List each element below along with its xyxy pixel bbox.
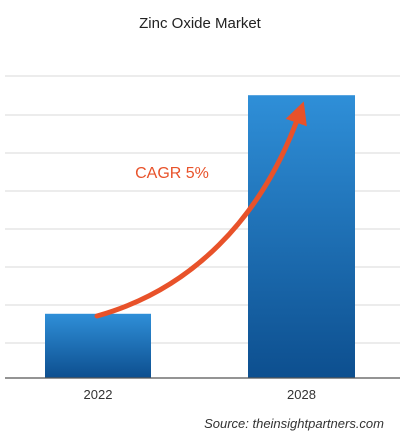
bar-2028	[248, 95, 355, 378]
x-tick-label-2028: 2028	[287, 387, 316, 402]
cagr-arrow	[94, 101, 307, 319]
gridlines	[5, 75, 400, 344]
cagr-annotation: CAGR 5%	[135, 165, 209, 182]
source-note: Source: theinsightpartners.com	[204, 416, 384, 431]
x-tick-label-2022: 2022	[84, 387, 113, 402]
bars	[45, 95, 355, 378]
x-tick-labels: 2022 2028	[84, 387, 316, 402]
chart-title: Zinc Oxide Market	[139, 15, 262, 32]
bar-2022	[45, 313, 151, 378]
